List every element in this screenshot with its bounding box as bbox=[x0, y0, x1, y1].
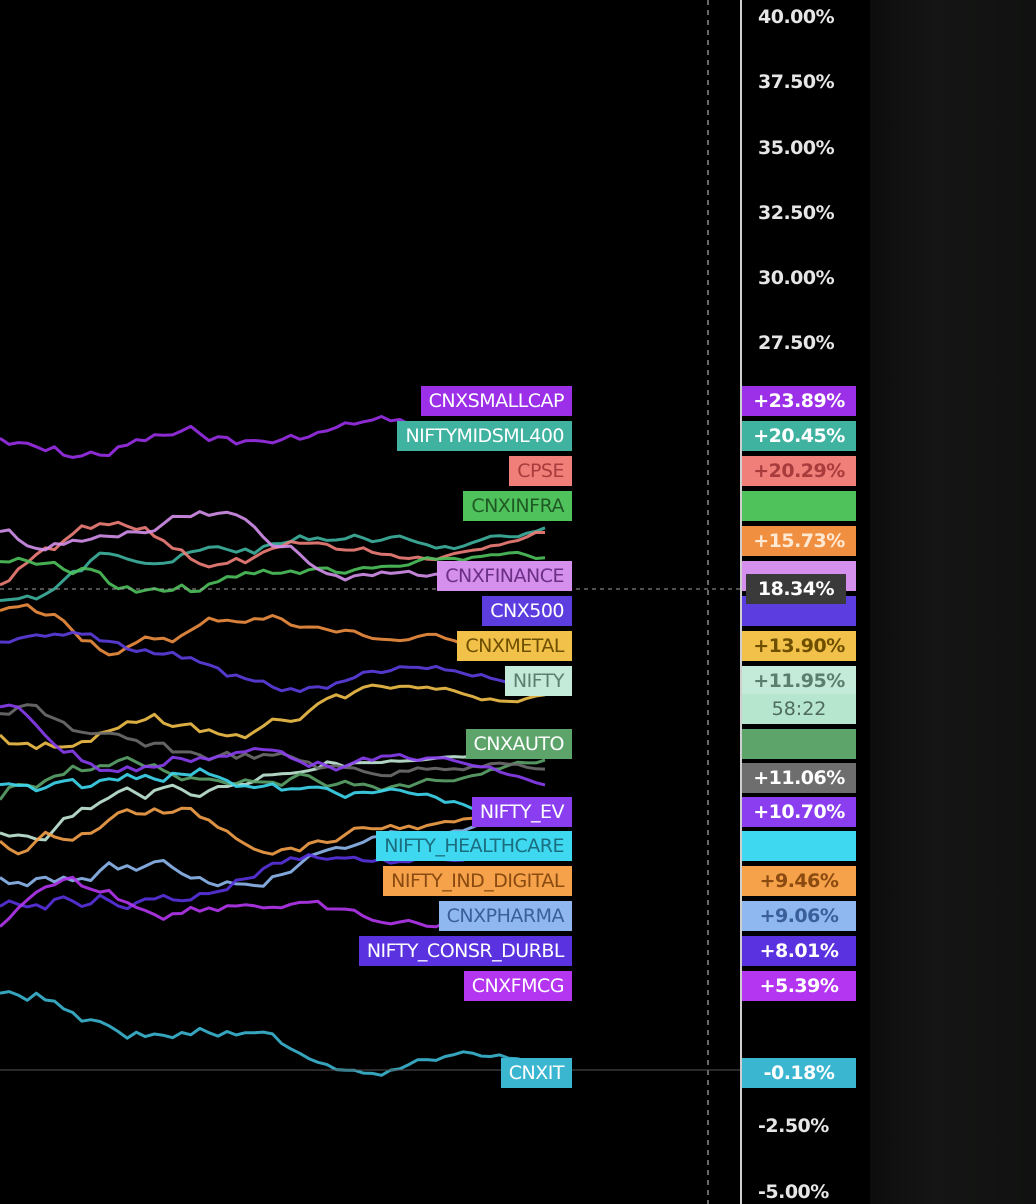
series-value-tag: +11.95% bbox=[742, 666, 856, 696]
series-line-cnx500[interactable] bbox=[0, 630, 546, 694]
y-tick-label: -5.00% bbox=[758, 1180, 829, 1203]
series-name-tag: NIFTY_CONSR_DURBL bbox=[358, 936, 572, 966]
series-name-tag: CNXFMCG bbox=[463, 971, 572, 1001]
series-line-series-4[interactable] bbox=[0, 603, 546, 657]
series-name-tag: NIFTYMIDSML400 bbox=[397, 421, 572, 451]
y-tick-label: -2.50% bbox=[758, 1115, 829, 1138]
series-line-cnxmetal[interactable] bbox=[0, 683, 546, 751]
series-name-tag: CNXMETAL bbox=[457, 631, 572, 661]
series-line-cnxinfra[interactable] bbox=[0, 550, 546, 594]
series-name-tag: NIFTY_IND_DIGITAL bbox=[383, 866, 572, 896]
series-value-tag bbox=[742, 831, 856, 861]
series-line-nifty_ev[interactable] bbox=[0, 703, 546, 787]
series-value-tag bbox=[742, 491, 856, 521]
series-value-tag: +23.89% bbox=[742, 386, 856, 416]
price-axis-border bbox=[740, 0, 742, 1204]
series-name-tag: CNXINFRA bbox=[463, 491, 572, 521]
plot-svg[interactable] bbox=[0, 0, 870, 1204]
series-name-tag: CNXIT bbox=[500, 1058, 572, 1088]
y-tick-label: 32.50% bbox=[758, 201, 835, 224]
series-value-tag: +20.29% bbox=[742, 456, 856, 486]
series-name-tag: CNXPHARMA bbox=[438, 901, 572, 931]
series-name-tag: CPSE bbox=[509, 456, 572, 486]
crosshair-time-label: 58:22 bbox=[742, 694, 856, 724]
series-value-tag: +11.06% bbox=[742, 763, 856, 793]
series-name-tag: NIFTY bbox=[504, 666, 572, 696]
series-value-tag bbox=[742, 729, 856, 759]
series-name-tag: CNXSMALLCAP bbox=[420, 386, 572, 416]
series-value-tag: +9.06% bbox=[742, 901, 856, 931]
series-line-nifty_ind_digital[interactable] bbox=[0, 806, 546, 856]
series-line-cnxauto[interactable] bbox=[0, 756, 546, 801]
series-value-tag: +20.45% bbox=[742, 421, 856, 451]
series-value-tag: +13.90% bbox=[742, 631, 856, 661]
series-name-tag: CNXAUTO bbox=[465, 729, 572, 759]
y-tick-label: 35.00% bbox=[758, 136, 835, 159]
right-side-panel bbox=[870, 0, 1036, 1204]
series-value-tag: +8.01% bbox=[742, 936, 856, 966]
series-name-tag: NIFTY_EV bbox=[471, 797, 572, 827]
series-line-cnxit[interactable] bbox=[0, 990, 546, 1077]
y-tick-label: 30.00% bbox=[758, 267, 835, 289]
series-value-tag: +5.39% bbox=[742, 971, 856, 1001]
series-line-cnxpharma[interactable] bbox=[0, 812, 546, 888]
y-tick-label: 40.00% bbox=[758, 6, 835, 28]
series-name-tag: CNXFINANCE bbox=[437, 561, 572, 591]
series-value-tag: -0.18% bbox=[742, 1058, 856, 1088]
series-name-tag: CNX500 bbox=[482, 596, 572, 626]
series-line-series-10[interactable] bbox=[0, 703, 546, 778]
series-value-tag: +10.70% bbox=[742, 797, 856, 827]
series-line-nifty[interactable] bbox=[0, 742, 546, 842]
series-line-niftymidsml400[interactable] bbox=[0, 526, 546, 602]
series-line-nifty_healthcare[interactable] bbox=[0, 767, 546, 814]
series-line-cpse[interactable] bbox=[0, 520, 546, 587]
chart-area[interactable]: 40.00% 37.50% 35.00% 32.50% 30.00% 27.50% -2.5… bbox=[0, 0, 870, 1204]
series-name-tag: NIFTY_HEALTHCARE bbox=[376, 831, 572, 861]
y-tick-label: 37.50% bbox=[758, 71, 835, 94]
crosshair-value-label: 18.34% bbox=[746, 574, 846, 604]
series-value-tag: +15.73% bbox=[742, 526, 856, 556]
series-value-tag: +9.46% bbox=[742, 866, 856, 896]
y-tick-label: 27.50% bbox=[758, 332, 835, 355]
